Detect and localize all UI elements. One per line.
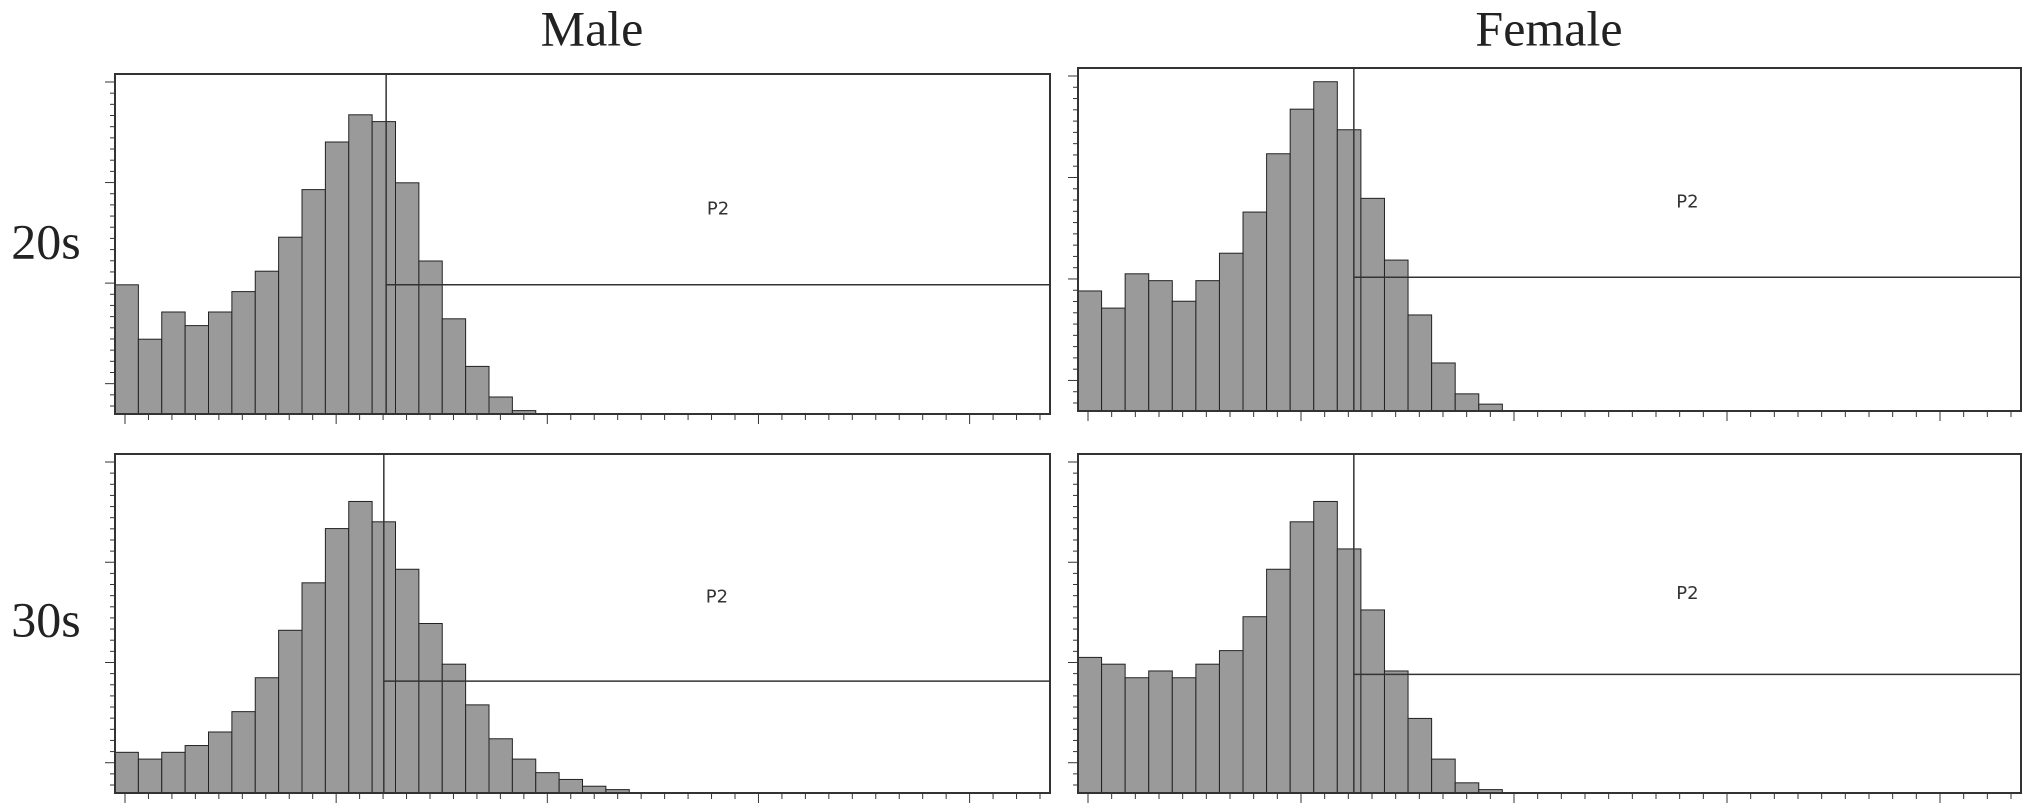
- histogram-bar: [254, 270, 280, 415]
- histogram-bar: [1148, 670, 1173, 794]
- histogram-bar: [1218, 252, 1244, 412]
- histogram-bar: [137, 338, 163, 415]
- histogram-bar: [1313, 81, 1338, 412]
- column-label: Male: [541, 0, 644, 56]
- histogram-bar: [488, 738, 513, 794]
- histogram-bar: [1242, 211, 1268, 412]
- histogram-bar: [418, 623, 443, 794]
- gate-label: P2: [1676, 583, 1698, 604]
- histogram-bar: [324, 528, 350, 794]
- histogram-bar: [348, 500, 373, 794]
- histogram-bar: [1148, 280, 1173, 412]
- histogram-bar: [231, 291, 256, 415]
- histogram-bar: [465, 365, 490, 415]
- histogram-bar: [1454, 393, 1480, 412]
- histogram-bar: [184, 325, 209, 415]
- histogram-bar: [558, 778, 583, 794]
- histogram-bar: [1407, 314, 1433, 412]
- histogram-bar: [371, 121, 396, 415]
- histogram-bar: [1289, 108, 1315, 412]
- histogram-bar: [161, 751, 186, 794]
- histogram-bar: [1289, 521, 1315, 794]
- histogram-bar: [278, 629, 303, 794]
- histogram-bar: [1124, 677, 1150, 794]
- histogram-bar: [1454, 782, 1480, 794]
- histogram-bar: [1336, 548, 1362, 794]
- histogram-bar: [301, 189, 326, 415]
- histogram-bar: [1195, 280, 1220, 412]
- histogram-bar: [1478, 403, 1503, 412]
- histogram-bar: [1266, 568, 1291, 794]
- histogram-bar: [1242, 616, 1268, 794]
- histogram-bar: [465, 704, 490, 794]
- histogram-bar: [1171, 677, 1197, 794]
- histogram-bar: [324, 141, 350, 415]
- histogram-bar: [301, 582, 326, 794]
- histogram-bar: [418, 260, 443, 415]
- histogram-bar: [1383, 670, 1409, 794]
- histogram-bar: [161, 311, 186, 415]
- plot-frame: [114, 453, 1051, 794]
- histogram-bar: [208, 311, 233, 415]
- plot-frame: [114, 73, 1051, 415]
- histogram-bar: [511, 758, 537, 794]
- histogram-bar: [278, 236, 303, 415]
- histogram-bar: [488, 396, 513, 415]
- histogram-bar: [231, 711, 256, 794]
- histogram-bar: [1336, 129, 1362, 412]
- histogram-bar: [1407, 717, 1433, 794]
- histogram-bar: [1266, 153, 1291, 412]
- histogram-bar: [1101, 663, 1126, 794]
- histogram-bar: [1077, 656, 1103, 794]
- histogram-bar: [1360, 609, 1385, 794]
- histogram-bar: [582, 785, 607, 794]
- histogram-bar: [535, 772, 560, 794]
- histogram-bar: [1431, 758, 1456, 794]
- column-label: Female: [1475, 0, 1622, 56]
- histogram-bar: [395, 182, 420, 415]
- histogram-bar: [1431, 362, 1456, 412]
- histogram-bar: [254, 677, 280, 794]
- gate-label: P2: [1676, 192, 1698, 213]
- plot-frame: [1077, 453, 2022, 794]
- histogram-bar: [184, 745, 209, 794]
- histogram-bar: [348, 114, 373, 415]
- row-label: 20s: [11, 213, 80, 269]
- histogram-bar: [1195, 663, 1220, 794]
- histogram-bar: [1101, 307, 1126, 412]
- histogram-bar: [1171, 300, 1197, 412]
- histogram-bar: [1218, 650, 1244, 794]
- histogram-bar: [208, 731, 233, 794]
- gate-label: P2: [706, 587, 728, 608]
- histogram-bar: [137, 758, 163, 794]
- histogram-bar: [1077, 290, 1103, 412]
- histogram-bar: [114, 284, 139, 415]
- plot-frame: [1077, 67, 2022, 412]
- histogram-bar: [1360, 197, 1385, 412]
- histogram-bar: [441, 663, 467, 794]
- histogram-bar: [1313, 500, 1338, 794]
- gate-label: P2: [707, 198, 729, 219]
- histogram-bar: [1124, 273, 1150, 412]
- histogram-bar: [114, 751, 139, 794]
- histogram-bar: [441, 318, 467, 415]
- row-label: 30s: [11, 591, 80, 647]
- histogram-bar: [1383, 259, 1409, 412]
